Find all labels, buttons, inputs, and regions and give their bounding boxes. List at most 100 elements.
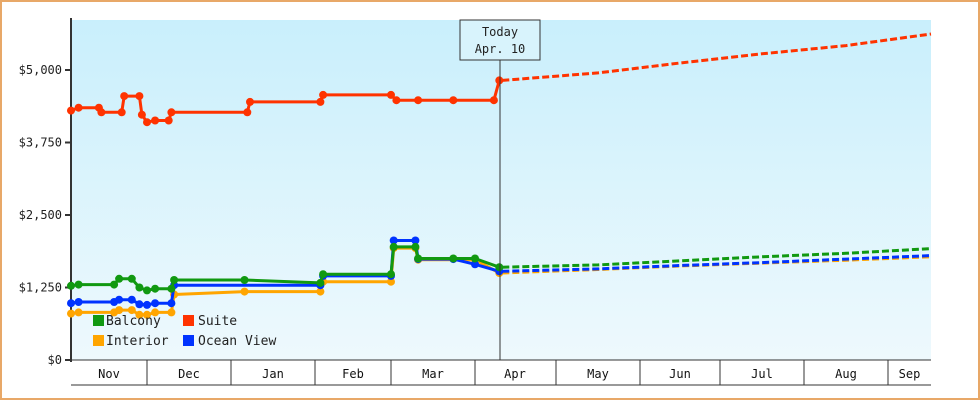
legend: Balcony Suite Interior Ocean View	[93, 314, 276, 349]
y-tick-label: $0	[48, 353, 62, 367]
data-point[interactable]	[135, 300, 144, 309]
data-point[interactable]	[243, 108, 252, 117]
ocean-view-swatch-icon	[183, 335, 194, 346]
balcony-swatch-icon	[93, 315, 104, 326]
data-point[interactable]	[387, 270, 395, 279]
data-point[interactable]	[449, 254, 458, 263]
data-point[interactable]	[316, 97, 325, 106]
data-point[interactable]	[74, 280, 83, 289]
data-point[interactable]	[167, 299, 176, 308]
data-point[interactable]	[246, 97, 254, 106]
data-point[interactable]	[67, 281, 75, 290]
month-label-may: May	[587, 367, 609, 381]
data-point[interactable]	[170, 276, 179, 284]
data-point[interactable]	[495, 263, 504, 272]
month-label-jul: Jul	[751, 367, 773, 381]
data-point[interactable]	[127, 306, 136, 315]
data-point[interactable]	[74, 308, 83, 317]
data-point[interactable]	[389, 242, 398, 251]
data-point[interactable]	[316, 287, 325, 296]
legend-label: Interior	[106, 334, 169, 349]
data-point[interactable]	[115, 295, 124, 304]
data-point[interactable]	[137, 110, 146, 119]
data-point[interactable]	[110, 280, 119, 289]
month-label-jun: Jun	[669, 367, 691, 381]
today-label: Today	[482, 25, 518, 39]
month-label-sep: Sep	[899, 367, 921, 381]
data-point[interactable]	[127, 274, 136, 283]
month-label-mar: Mar	[422, 367, 444, 381]
data-point[interactable]	[67, 309, 75, 318]
y-tick-label: $5,000	[19, 63, 62, 77]
month-label-apr: Apr	[504, 367, 526, 381]
data-point[interactable]	[414, 96, 423, 105]
y-tick-label: $1,250	[19, 281, 62, 295]
data-point[interactable]	[167, 308, 176, 317]
data-point[interactable]	[316, 278, 325, 287]
legend-item-balcony[interactable]: Balcony	[93, 314, 161, 329]
data-point[interactable]	[67, 299, 75, 308]
legend-label: Suite	[198, 314, 237, 329]
month-label-dec: Dec	[178, 367, 200, 381]
data-point[interactable]	[74, 103, 83, 112]
data-point[interactable]	[414, 254, 423, 263]
data-point[interactable]	[387, 277, 395, 286]
today-date: Apr. 10	[475, 42, 526, 56]
y-tick-label: $2,500	[19, 208, 62, 222]
legend-item-suite[interactable]: Suite	[183, 314, 237, 329]
y-tick-label: $3,750	[19, 136, 62, 150]
today-box	[459, 19, 541, 61]
series-balcony	[67, 242, 932, 295]
month-label-nov: Nov	[98, 367, 120, 381]
data-point[interactable]	[240, 287, 249, 296]
data-point[interactable]	[389, 236, 398, 245]
data-point[interactable]	[135, 92, 144, 101]
legend-label: Ocean View	[198, 334, 276, 349]
data-point[interactable]	[151, 116, 160, 125]
data-point[interactable]	[151, 284, 160, 293]
data-point[interactable]	[127, 295, 136, 304]
legend-item-ocean-view[interactable]: Ocean View	[183, 334, 276, 349]
data-point[interactable]	[319, 270, 328, 279]
data-point[interactable]	[489, 96, 498, 105]
data-point[interactable]	[392, 96, 401, 105]
data-point[interactable]	[135, 310, 144, 319]
today-marker: Today Apr. 10	[459, 19, 541, 360]
data-point[interactable]	[143, 286, 151, 295]
month-label-jan: Jan	[262, 367, 284, 381]
data-point[interactable]	[240, 276, 249, 284]
data-point[interactable]	[151, 308, 160, 317]
data-point[interactable]	[115, 274, 124, 283]
data-point[interactable]	[67, 106, 75, 115]
data-point[interactable]	[319, 90, 328, 99]
data-point[interactable]	[449, 96, 458, 105]
data-point[interactable]	[143, 118, 151, 127]
data-point[interactable]	[495, 76, 504, 85]
suite-swatch-icon	[183, 315, 194, 326]
data-point[interactable]	[411, 242, 420, 251]
data-point[interactable]	[117, 108, 126, 117]
data-point[interactable]	[167, 284, 176, 293]
data-point[interactable]	[411, 236, 420, 245]
data-point[interactable]	[143, 310, 151, 319]
data-point[interactable]	[471, 254, 479, 263]
data-point[interactable]	[387, 90, 395, 99]
data-point[interactable]	[143, 300, 151, 309]
data-point[interactable]	[164, 116, 173, 125]
data-point[interactable]	[74, 298, 83, 306]
data-point[interactable]	[151, 299, 160, 308]
interior-swatch-icon	[93, 335, 104, 346]
data-point[interactable]	[120, 92, 129, 101]
data-point[interactable]	[471, 260, 479, 269]
data-point[interactable]	[97, 108, 106, 117]
legend-label: Balcony	[106, 314, 161, 329]
legend-item-interior[interactable]: Interior	[93, 334, 169, 349]
month-label-aug: Aug	[835, 367, 857, 381]
y-axis-ticks: $0 $1,250 $2,500 $3,750 $5,000	[19, 63, 71, 367]
data-point[interactable]	[135, 283, 144, 292]
series-lines	[67, 32, 932, 319]
data-point[interactable]	[115, 306, 124, 315]
x-axis-months: Nov Dec Jan Feb Mar Apr May Jun Jul Aug Sep	[71, 359, 931, 386]
data-point[interactable]	[167, 108, 176, 117]
